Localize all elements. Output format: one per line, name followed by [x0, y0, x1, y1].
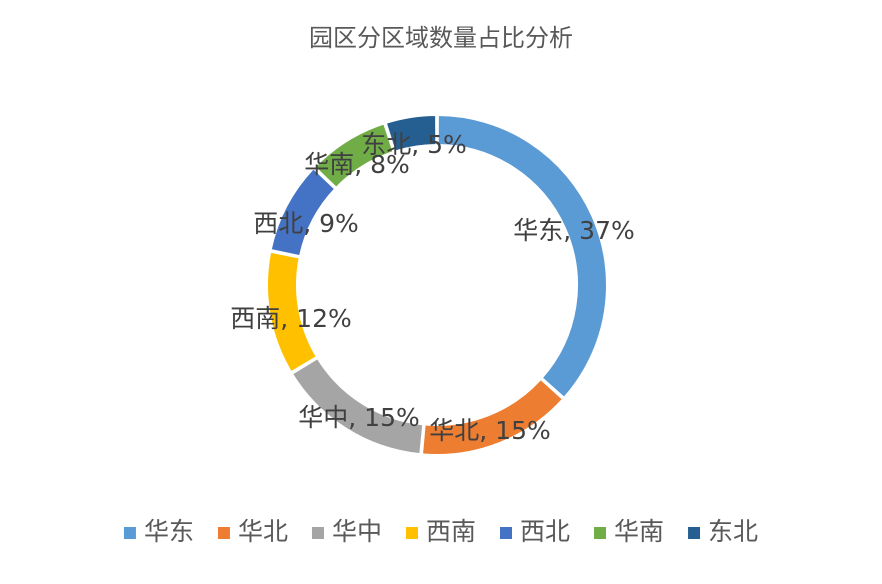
- legend-marker-4: [405, 527, 418, 539]
- slice-labels: 华东, 37% 华北, 15% 华中, 15% 西南, 12% 西北, 9% 华南, 8%…: [230, 130, 634, 445]
- slice-data-label-6: 华南, 8%: [304, 150, 410, 179]
- legend-marker-2: [217, 527, 230, 539]
- slice-data-label-7: 东北, 5%: [361, 130, 467, 159]
- donut-slice-2: [420, 377, 565, 456]
- donut-slice-1: [436, 113, 608, 400]
- legend-marker-7: [688, 527, 701, 539]
- legend-label-1: 华东: [144, 517, 194, 546]
- slice-data-label-5: 西北, 9%: [253, 209, 359, 238]
- slice-data-label-2: 华北, 15%: [429, 416, 550, 445]
- slice-data-label-1: 华东, 37%: [513, 216, 634, 245]
- legend-label-3: 华中: [332, 517, 382, 546]
- chart-title: 园区分区域数量占比分析: [309, 24, 573, 52]
- legend-marker-5: [500, 527, 513, 539]
- donut-slice-5: [269, 166, 337, 258]
- slice-data-label-4: 西南, 12%: [230, 304, 351, 333]
- legend: 华东 华北 华中 西南 西北 华南 东北: [123, 517, 758, 546]
- legend-marker-3: [311, 527, 324, 539]
- donut-slice-3: [290, 356, 425, 456]
- donut-slice-4: [266, 250, 319, 374]
- donut-slices: [266, 113, 608, 456]
- legend-label-4: 西南: [426, 517, 476, 546]
- slice-data-label-3: 华中, 15%: [298, 403, 419, 432]
- donut-slice-7: [384, 113, 438, 153]
- legend-label-7: 东北: [708, 517, 758, 546]
- legend-label-2: 华北: [238, 517, 288, 546]
- donut-slice-6: [313, 122, 395, 190]
- legend-marker-1: [123, 527, 136, 539]
- legend-label-5: 西北: [520, 517, 570, 546]
- legend-label-6: 华南: [614, 517, 664, 546]
- legend-marker-6: [594, 527, 607, 539]
